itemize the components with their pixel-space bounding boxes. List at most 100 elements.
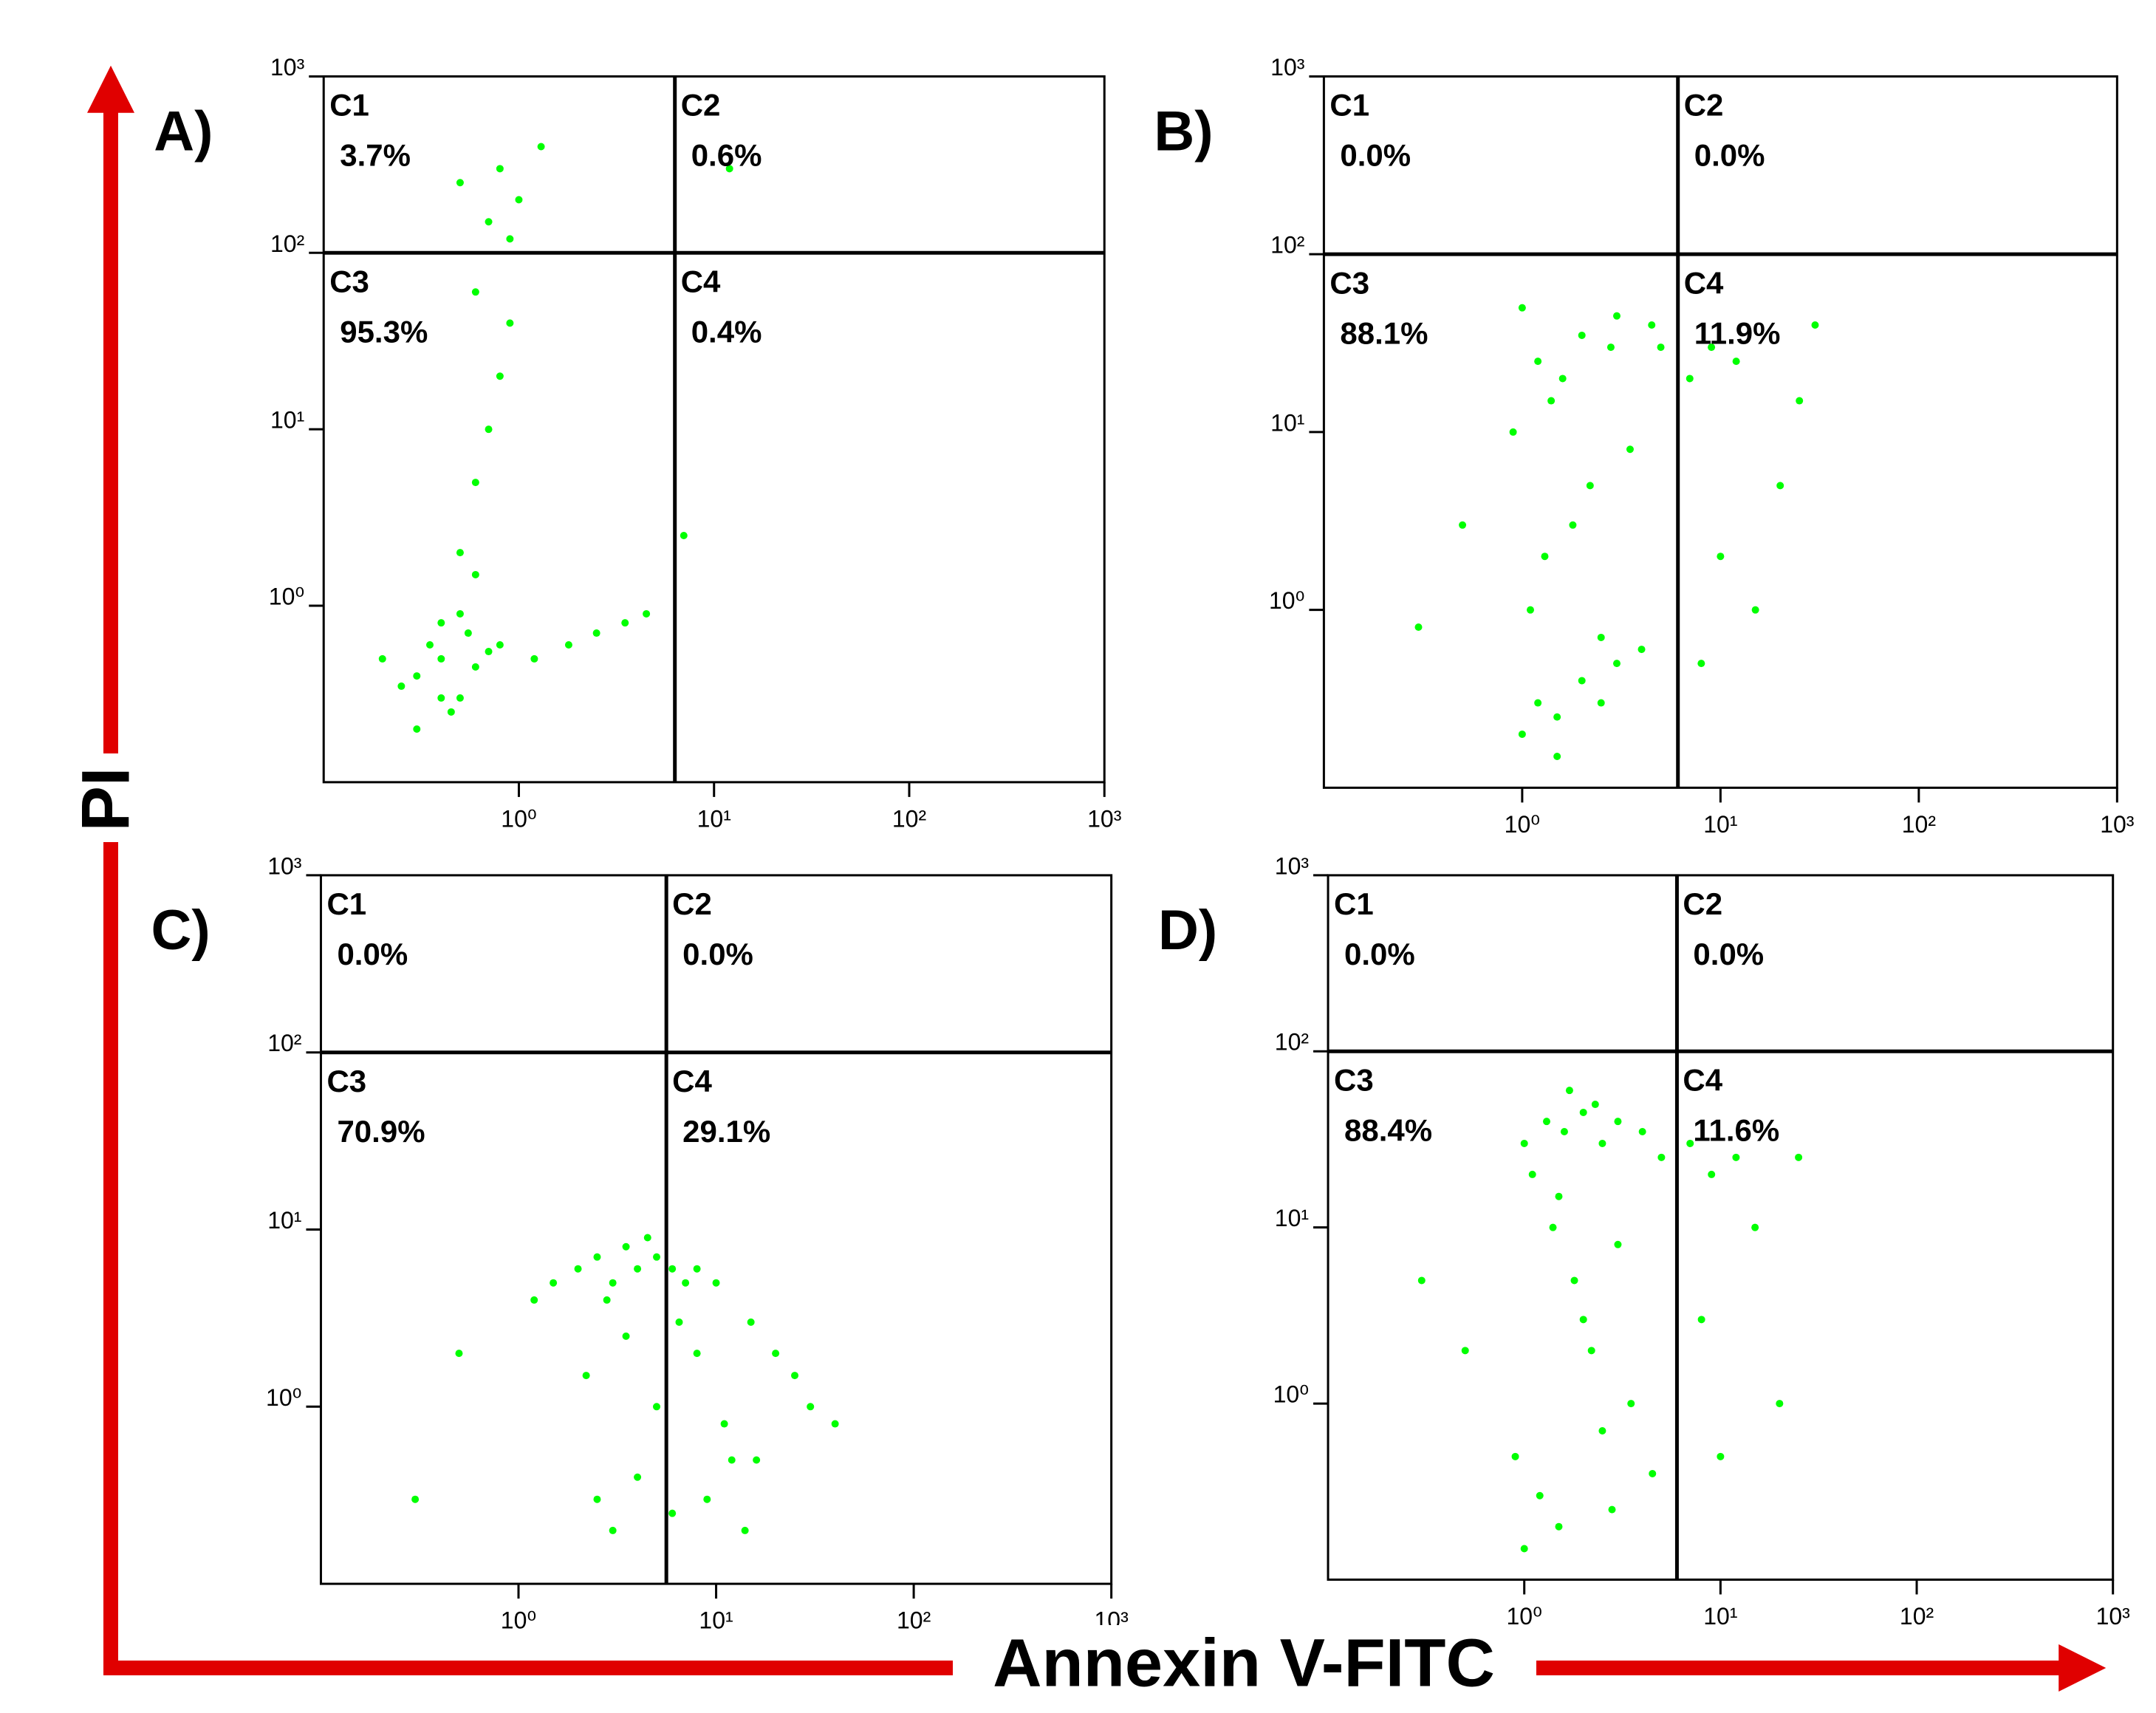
point [574, 1265, 582, 1273]
point [1549, 1223, 1557, 1231]
quadrant-name: C4 [672, 1064, 712, 1098]
point [1542, 1118, 1550, 1126]
y-tick-label: 10² [270, 230, 305, 257]
x-label-bg [953, 1625, 1536, 1711]
y-tick-label: 10³ [1270, 54, 1305, 81]
y-tick-label: 10¹ [267, 1207, 301, 1234]
x-tick-label: 10² [892, 805, 927, 832]
point [471, 663, 479, 671]
panels: 10⁰ 10¹ 10² 10³ 10⁰ 10¹ 10² 10³ C1 3.7% C2 0.6% C3 95… [151, 54, 2134, 1634]
point [1637, 646, 1646, 654]
point [537, 143, 545, 151]
point [496, 165, 504, 173]
point [1555, 1522, 1563, 1531]
point [791, 1372, 799, 1380]
point [1708, 1170, 1716, 1178]
point [728, 1456, 736, 1464]
point [634, 1473, 642, 1481]
point [643, 1234, 651, 1242]
point [668, 1265, 677, 1273]
plot-frame [1322, 75, 2118, 789]
point [425, 641, 434, 649]
panel: 10⁰ 10¹ 10² 10³10⁰10¹10²10³C10.0%C20.0%C370… [151, 852, 1129, 1633]
point [1606, 343, 1615, 352]
point [703, 1495, 711, 1503]
point [378, 654, 386, 663]
quadrant-name: C2 [681, 88, 721, 123]
panel-title: C) [151, 899, 210, 962]
quadrant-name: C4 [1683, 1062, 1722, 1097]
point [1541, 553, 1549, 561]
point [1626, 445, 1634, 454]
point [1534, 699, 1542, 707]
y-tick-label: 10⁰ [1273, 1381, 1309, 1408]
x-tick-label: 10⁰ [1506, 1603, 1541, 1630]
point [1578, 331, 1586, 339]
point [413, 672, 421, 680]
quadrant-name: C1 [1334, 886, 1374, 921]
point [456, 549, 464, 557]
point [1586, 482, 1594, 490]
point [622, 1332, 630, 1340]
quadrant-value: 0.0% [337, 937, 408, 971]
point [603, 1296, 611, 1304]
y-tick-label: 10² [1270, 232, 1305, 259]
quadrant-value: 88.4% [1344, 1112, 1432, 1147]
point [1528, 1170, 1536, 1178]
plot-frame [1327, 874, 2115, 1581]
point [1591, 1101, 1599, 1109]
point [1697, 660, 1705, 668]
quadrant-value: 0.0% [1694, 138, 1765, 173]
quadrant-name: C1 [1329, 88, 1369, 123]
plot-frame [322, 75, 1106, 784]
point [1598, 1427, 1606, 1435]
quadrant-value: 70.9% [337, 1114, 425, 1149]
point [1751, 606, 1759, 614]
quadrant-value: 0.0% [1340, 138, 1411, 173]
point [496, 372, 504, 380]
quadrant-name: C2 [672, 886, 712, 921]
x-tick-label: 10³ [1087, 805, 1122, 832]
x-tick-label: 10⁰ [501, 805, 536, 832]
point [464, 629, 472, 637]
quadrant-name: C3 [326, 1064, 366, 1098]
quadrant-value: 0.4% [691, 314, 762, 349]
point [1536, 1491, 1544, 1500]
y-label-bg [70, 753, 151, 842]
panel: 10⁰ 10¹ 10² 10³ 10⁰ 10¹ 10² 10³ C1 0.0% C2 0.0% C3 88… [1158, 852, 2130, 1630]
x-tick-label: 10¹ [699, 1607, 733, 1634]
point [593, 1253, 601, 1261]
point [753, 1456, 761, 1464]
point [1509, 428, 1517, 436]
point [471, 570, 479, 578]
y-tick-label: 10¹ [1270, 409, 1304, 436]
point [1708, 343, 1716, 352]
point [485, 648, 493, 656]
point [437, 694, 445, 702]
y-tick-label: 10³ [267, 852, 302, 879]
quadrant-value: 0.0% [682, 937, 753, 971]
point [675, 1318, 683, 1326]
point [693, 1265, 701, 1273]
point [720, 1420, 728, 1428]
x-tick-label: 10¹ [1703, 811, 1737, 838]
quadrant-name: C1 [329, 88, 369, 123]
point [1717, 1452, 1725, 1460]
point [1547, 397, 1556, 405]
point [1560, 1127, 1568, 1135]
point [772, 1350, 780, 1358]
point [747, 1318, 755, 1326]
point [682, 1279, 690, 1287]
point [653, 1403, 661, 1411]
point [1614, 1240, 1622, 1248]
x-axis-label: Annexin V-FITC [993, 1625, 1495, 1700]
point [455, 1350, 463, 1358]
panel: 10⁰ 10¹ 10² 10³ 10⁰ 10¹ 10² 10³ C1 0.0% C2 0.0% C3 88… [1154, 54, 2134, 838]
point [530, 1296, 538, 1304]
point [456, 694, 464, 702]
panel-title: A) [154, 100, 213, 163]
point [1518, 304, 1526, 312]
point [515, 196, 523, 204]
point [725, 165, 733, 173]
